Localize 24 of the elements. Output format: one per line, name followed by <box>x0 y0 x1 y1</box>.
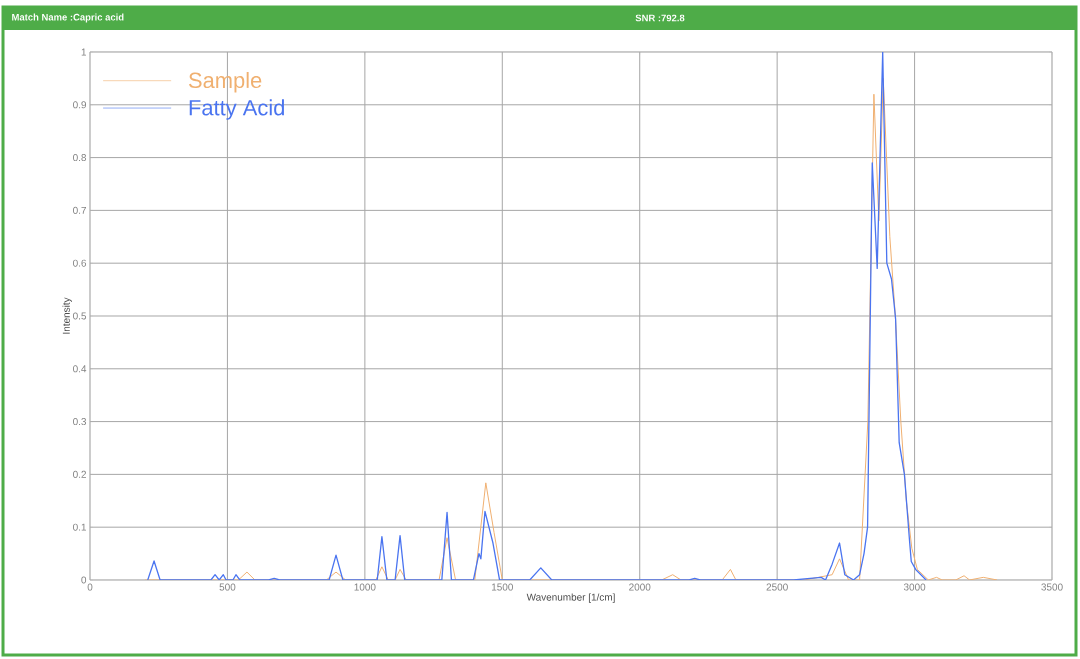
x-tick-label: 2000 <box>629 583 651 591</box>
x-tick-label: 3500 <box>1041 583 1063 591</box>
y-tick-label: 0.3 <box>73 418 87 426</box>
x-tick-label: 0 <box>87 583 93 591</box>
legend-label: Fatty Acid <box>189 99 284 120</box>
chart-title: Match Name :Capric acid <box>12 13 124 23</box>
y-tick-label: 0.5 <box>73 312 87 320</box>
y-tick-label: 0.4 <box>73 365 87 373</box>
y-tick-label: 0.6 <box>73 259 87 267</box>
y-tick-label: 0 <box>81 576 87 584</box>
x-axis-title: Wavenumber [1/cm] <box>526 593 615 603</box>
x-tick-label: 500 <box>219 583 236 591</box>
y-tick-label: 0.1 <box>73 523 87 531</box>
x-tick-label: 2500 <box>766 583 788 591</box>
chart-subtitle: SNR :792.8 <box>635 14 685 22</box>
x-tick-label: 1000 <box>354 583 376 591</box>
x-tick-label: 1500 <box>491 583 513 591</box>
y-tick-label: 0.2 <box>73 470 86 478</box>
x-tick-label: 3000 <box>903 583 926 591</box>
y-tick-label: 0.9 <box>73 101 87 109</box>
y-tick-label: 0.8 <box>73 154 87 162</box>
y-tick-label: 1 <box>81 48 87 56</box>
y-axis-title: Intensity <box>62 297 72 334</box>
y-tick-label: 0.7 <box>73 206 86 214</box>
